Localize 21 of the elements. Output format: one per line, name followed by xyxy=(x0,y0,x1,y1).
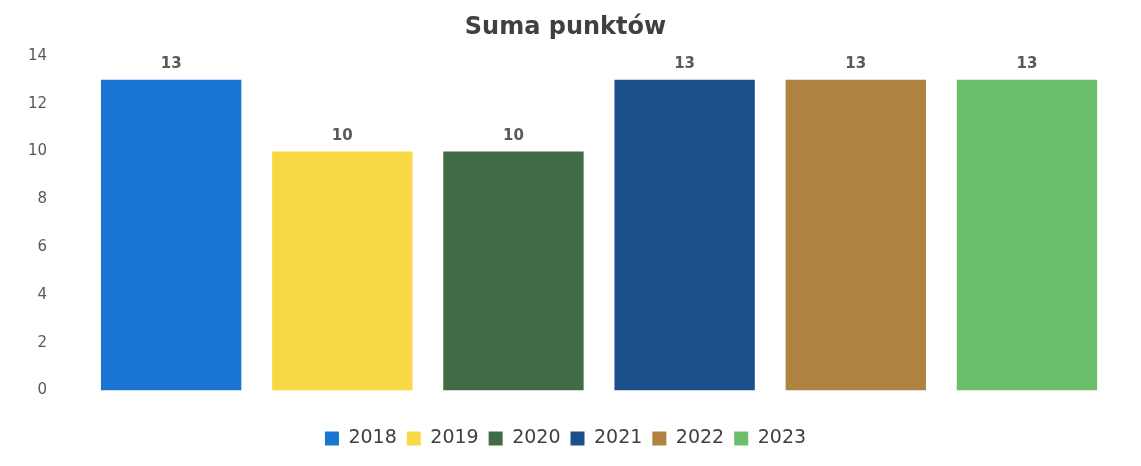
y-tick-label: 8 xyxy=(37,189,48,208)
data-label: 13 xyxy=(1016,54,1038,73)
y-tick-label: 14 xyxy=(27,45,48,64)
legend-label: 2019 xyxy=(430,425,479,448)
y-tick-label: 2 xyxy=(37,332,48,351)
y-tick-label: 6 xyxy=(37,237,48,255)
y-tick-label: 10 xyxy=(27,141,48,160)
y-tick-label: 0 xyxy=(37,380,48,399)
legend-label: 2023 xyxy=(757,425,807,448)
data-label: 10 xyxy=(503,125,524,144)
data-label: 13 xyxy=(160,54,182,73)
data-label: 13 xyxy=(845,54,867,73)
legend-label: 2020 xyxy=(512,425,561,448)
y-tick-label: 12 xyxy=(27,93,48,112)
chart-title: Suma punktów xyxy=(464,11,667,40)
data-label: 13 xyxy=(674,54,696,73)
y-tick-label: 4 xyxy=(37,284,48,303)
data-label: 10 xyxy=(331,125,353,144)
legend-label: 2018 xyxy=(348,425,397,448)
legend-label: 2021 xyxy=(594,425,643,448)
legend-label: 2022 xyxy=(675,425,725,448)
